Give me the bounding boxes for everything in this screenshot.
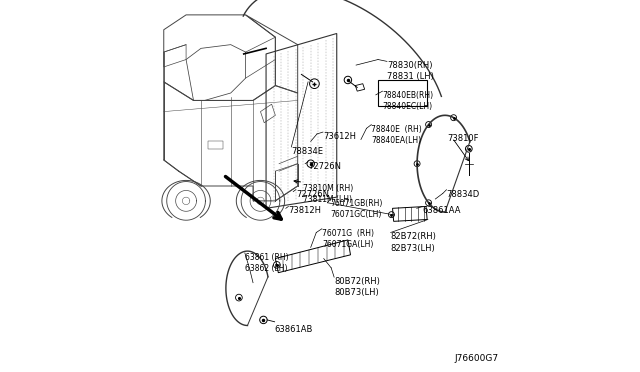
Text: 73810F: 73810F bbox=[447, 134, 479, 143]
Text: 78840E  (RH)
78840EA(LH): 78840E (RH) 78840EA(LH) bbox=[371, 125, 422, 145]
Text: 78830(RH)
78831 (LH): 78830(RH) 78831 (LH) bbox=[387, 61, 434, 81]
Text: 63861 (RH)
63862 (LH): 63861 (RH) 63862 (LH) bbox=[245, 253, 289, 273]
Text: 78840EB(RH)
78840EC(LH): 78840EB(RH) 78840EC(LH) bbox=[383, 91, 434, 111]
Text: 78834D: 78834D bbox=[447, 190, 480, 199]
Text: 63861AB: 63861AB bbox=[275, 325, 313, 334]
Text: 73812H: 73812H bbox=[289, 206, 321, 215]
Bar bbox=[378, 80, 427, 106]
Text: 73810M (RH)
73811M (LH): 73810M (RH) 73811M (LH) bbox=[303, 184, 353, 204]
Text: 82B72(RH)
82B73(LH): 82B72(RH) 82B73(LH) bbox=[390, 232, 436, 253]
Text: 63861AA: 63861AA bbox=[422, 206, 461, 215]
Text: 76071G  (RH)
76071GA(LH): 76071G (RH) 76071GA(LH) bbox=[322, 229, 374, 249]
Text: 72726N: 72726N bbox=[308, 162, 341, 171]
Text: 73612H: 73612H bbox=[323, 132, 356, 141]
Text: 76071GB(RH)
76071GC(LH): 76071GB(RH) 76071GC(LH) bbox=[330, 199, 383, 219]
Text: J76600G7: J76600G7 bbox=[454, 354, 499, 363]
Text: 80B72(RH)
80B73(LH): 80B72(RH) 80B73(LH) bbox=[334, 277, 380, 297]
Bar bbox=[209, 141, 223, 149]
Text: 78834E: 78834E bbox=[291, 147, 323, 156]
Text: 72726N: 72726N bbox=[296, 190, 329, 199]
